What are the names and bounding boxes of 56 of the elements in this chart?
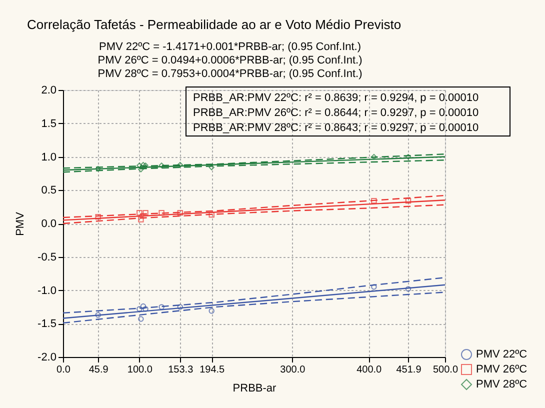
y-tick-label: -2.0 (38, 352, 56, 364)
y-tick-label: 0.5 (41, 184, 56, 197)
x-tick-label: 153.3 (168, 364, 194, 376)
y-tick-label: 2.0 (41, 84, 56, 96)
point (138, 316, 144, 322)
y-tick-label: 0.0 (41, 218, 56, 230)
annotation: PRBB_AR:PMV 22ºC: r² = 0.8639; r = 0.9294, p = 0.00010 (193, 92, 479, 104)
x-tick-label: 451.9 (396, 364, 422, 376)
x-tick-label: 100.0 (127, 364, 153, 376)
y-tick-label: 1.0 (41, 151, 56, 164)
y-axis-title: PMV (14, 211, 27, 236)
point (142, 210, 148, 216)
point (405, 198, 412, 204)
point (158, 210, 164, 216)
point (177, 210, 183, 216)
legend-label: PMV 26ºC (476, 364, 528, 376)
point (371, 154, 377, 160)
annotation: PRBB_AR:PMV 28ºC: r² = 0.8643; r = 0.9297, p = 0.00010 (193, 122, 479, 134)
point (371, 284, 377, 290)
x-tick-label: 194.5 (200, 364, 226, 376)
point (140, 162, 146, 168)
chart-subtitle: PMV 22ºC = -1.4171+0.001*PRBB-ar; (0.95 Conf.Int.) PMV 26ºC = 0.0494+0.0006*PRBB-ar; (0.95 Conf.Int.) PMV 28ºC = 0.7953+0.0004*PRBB-ar; (0.95 Conf.Int.) (98, 41, 362, 80)
legend-label: PMV 28ºC (476, 378, 528, 390)
point (95, 214, 101, 220)
x-tick-label: 45.9 (88, 364, 109, 376)
point (371, 198, 377, 204)
y-tick-label: 1.5 (41, 118, 56, 130)
point (95, 312, 101, 318)
line-series (62, 194, 446, 218)
point (142, 162, 148, 168)
y-tick-label: -1.5 (38, 318, 56, 330)
point (405, 286, 412, 292)
y-tick-label: -0.5 (38, 251, 56, 264)
point (138, 166, 144, 172)
point (95, 166, 101, 172)
point (158, 162, 164, 168)
point (177, 304, 183, 310)
point (140, 303, 146, 310)
point (158, 304, 164, 310)
x-tick-label: 400.0 (356, 364, 382, 376)
y-tick-label: -1.0 (38, 284, 56, 297)
legend-label: PMV 22ºC (476, 348, 528, 360)
point (405, 154, 412, 160)
point (138, 216, 144, 222)
point (142, 306, 148, 312)
x-axis-title: PRBB-ar (232, 382, 277, 394)
x-tick-label: 500.0 (432, 364, 458, 376)
point (136, 162, 142, 168)
point (136, 210, 142, 216)
x-tick-label: 300.0 (280, 364, 306, 376)
x-tick-label: 0.0 (56, 364, 71, 376)
annotation: PRBB_AR:PMV 26ºC: r² = 0.8644; r = 0.9297, p = 0.00010 (193, 107, 479, 119)
chart-title: Correlação Tafetás - Permeabilidade ao ar e Voto Médio Previsto (27, 17, 402, 32)
point (136, 306, 142, 312)
point (208, 308, 214, 314)
point (177, 162, 183, 168)
